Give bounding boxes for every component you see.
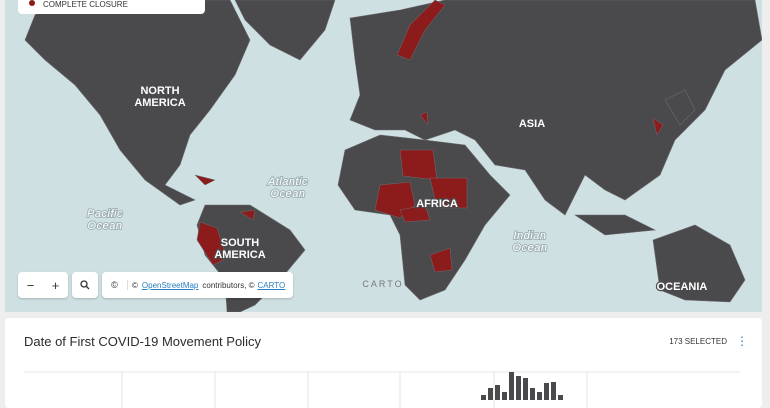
histogram — [24, 371, 740, 408]
map-label: Ocean — [513, 242, 548, 254]
histogram-panel: Date of First COVID-19 Movement Policy 1… — [5, 318, 762, 408]
histogram-bar — [502, 392, 507, 400]
info-button[interactable]: © — [102, 280, 128, 290]
histogram-bar — [558, 395, 563, 400]
histogram-bar — [509, 372, 514, 400]
map-label: SOUTH — [221, 237, 260, 249]
land — [24, 0, 762, 312]
map-label: AMERICA — [134, 97, 185, 109]
carto-watermark: CARTO — [362, 279, 403, 289]
selected-count: 173 SELECTED — [669, 337, 727, 346]
panel-title: Date of First COVID-19 Movement Policy — [24, 334, 261, 349]
histogram-bar — [551, 382, 556, 400]
map-label: Pacific — [87, 208, 123, 220]
attribution: © © OpenStreetMap contributors, © CARTO — [102, 272, 294, 298]
search-button[interactable] — [72, 272, 98, 298]
map-label: Atlantic — [267, 176, 308, 188]
map-label: ASIA — [519, 118, 545, 130]
search-icon — [80, 280, 90, 290]
attr-prefix: © — [132, 280, 138, 290]
zoom-out[interactable]: − — [26, 277, 35, 293]
map-label: AMERICA — [214, 249, 265, 261]
map-label: Ocean — [88, 220, 123, 232]
zoom-in[interactable]: + — [51, 277, 60, 293]
map-label: AFRICA — [416, 198, 458, 210]
histogram-bar — [544, 383, 549, 400]
menu-button[interactable]: ⋮ — [736, 334, 748, 348]
histogram-bar — [537, 392, 542, 400]
histogram-bar — [530, 388, 535, 400]
map-label: Ocean — [271, 188, 306, 200]
map-label: OCEANIA — [657, 281, 708, 293]
closure-regions — [194, 0, 664, 273]
osm-link[interactable]: OpenStreetMap — [141, 280, 199, 290]
histogram-bar — [481, 395, 486, 400]
histogram-bar — [488, 388, 493, 400]
map-label: Indian — [514, 230, 547, 242]
carto-link[interactable]: CARTO — [257, 280, 286, 290]
histogram-bar — [495, 385, 500, 400]
legend: COMPLETE CLOSURE — [18, 0, 205, 14]
legend-swatch — [29, 0, 35, 6]
map-label: NORTH — [140, 85, 179, 97]
map[interactable]: NORTHAMERICASOUTHAMERICAAFRICAASIAOCEANI… — [5, 0, 762, 312]
histogram-bar — [516, 376, 521, 400]
histogram-bar — [523, 378, 528, 400]
attr-middle: contributors, © — [202, 280, 255, 290]
legend-label: COMPLETE CLOSURE — [43, 0, 128, 9]
map-controls: − + © © OpenStreetMap contributors, © CA… — [18, 272, 294, 298]
zoom-group: − + — [18, 272, 68, 298]
